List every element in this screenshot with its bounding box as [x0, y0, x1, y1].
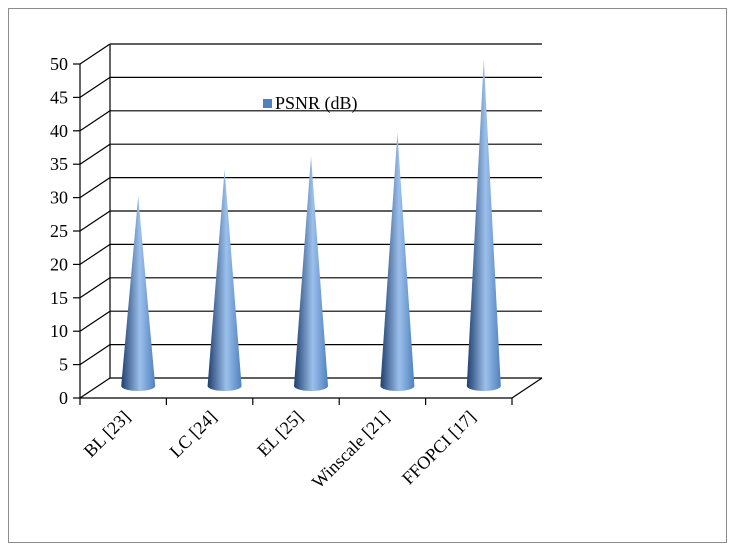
y-tick-label: 5 [59, 355, 68, 375]
gridline-side [79, 110, 111, 132]
gridline-side [79, 277, 111, 299]
y-tick-label: 45 [50, 87, 68, 107]
legend-swatch [263, 99, 272, 108]
legend: PSNR (dB) [263, 93, 358, 114]
gridline-side [79, 43, 111, 65]
y-tick-label: 20 [50, 254, 68, 274]
y-tick-labels: 0 5 10 15 20 25 30 35 40 45 50 [50, 54, 68, 408]
y-tick-label: 25 [50, 221, 68, 241]
cone-bar [466, 59, 501, 392]
cone-bars [121, 59, 501, 392]
cone-bar [207, 169, 242, 392]
x-category-label: EL [25] [253, 407, 307, 461]
axes [73, 44, 543, 405]
y-tick-label: 15 [50, 288, 68, 308]
legend-label: PSNR (dB) [275, 93, 358, 114]
y-tick-label: 30 [50, 188, 68, 208]
cone-bar [121, 196, 156, 392]
gridline-side [79, 243, 111, 265]
y-tick-label: 10 [50, 321, 68, 341]
gridline-side [79, 344, 111, 366]
cone-bar [380, 132, 415, 392]
y-tick-label: 40 [50, 121, 68, 141]
y-tick-label: 35 [50, 154, 68, 174]
gridline-side [79, 210, 111, 232]
gridline-side [79, 177, 111, 199]
x-category-labels: BL [23] LC [24] EL [25] Winscale [21] FFOPCI… [80, 407, 480, 492]
gridline-side [79, 143, 111, 165]
gridline-side [79, 310, 111, 332]
x-category-label: BL [23] [80, 407, 134, 461]
x-category-label: LC [24] [166, 407, 221, 462]
y-tick-label: 50 [50, 54, 68, 74]
x-category-label: Winscale [21] [308, 407, 393, 492]
cone-bar [294, 156, 328, 391]
gridline-side [79, 76, 111, 98]
y-tick-label: 0 [59, 388, 68, 408]
chart-frame [8, 8, 727, 543]
x-category-label: FFOPCI [17] [398, 407, 480, 489]
gridlines [79, 43, 542, 399]
floor-right-edge [511, 377, 543, 399]
gridline-side [79, 377, 111, 399]
